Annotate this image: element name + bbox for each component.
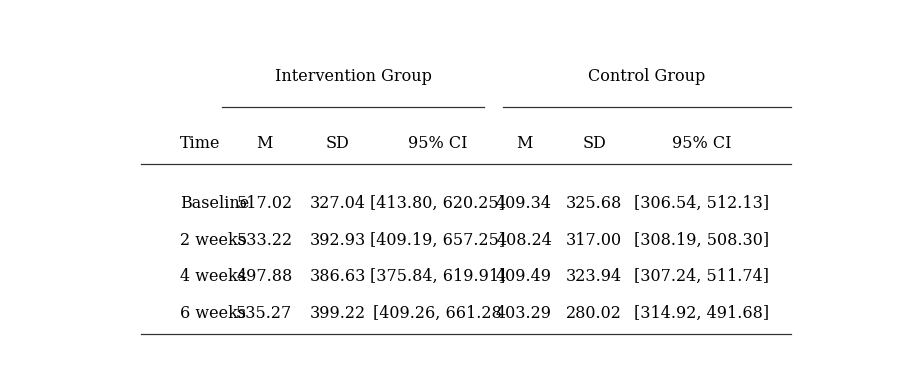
Text: 386.63: 386.63 [310, 268, 366, 285]
Text: SD: SD [583, 135, 606, 152]
Text: [314.92, 491.68]: [314.92, 491.68] [634, 305, 769, 322]
Text: SD: SD [326, 135, 350, 152]
Text: [306.54, 512.13]: [306.54, 512.13] [634, 195, 769, 212]
Text: 409.49: 409.49 [496, 268, 552, 285]
Text: 6 weeks: 6 weeks [180, 305, 246, 322]
Text: 517.02: 517.02 [236, 195, 293, 212]
Text: 497.88: 497.88 [236, 268, 293, 285]
Text: 95% CI: 95% CI [672, 135, 731, 152]
Text: 403.29: 403.29 [496, 305, 552, 322]
Text: [308.19, 508.30]: [308.19, 508.30] [634, 232, 769, 249]
Text: 535.27: 535.27 [236, 305, 293, 322]
Text: [375.84, 619.91]: [375.84, 619.91] [370, 268, 506, 285]
Text: 533.22: 533.22 [236, 232, 293, 249]
Text: 325.68: 325.68 [566, 195, 622, 212]
Text: [409.19, 657.25]: [409.19, 657.25] [370, 232, 506, 249]
Text: 399.22: 399.22 [310, 305, 366, 322]
Text: Intervention Group: Intervention Group [275, 68, 432, 85]
Text: [307.24, 511.74]: [307.24, 511.74] [634, 268, 769, 285]
Text: Control Group: Control Group [588, 68, 706, 85]
Text: Time: Time [180, 135, 220, 152]
Text: 327.04: 327.04 [310, 195, 366, 212]
Text: 409.34: 409.34 [496, 195, 552, 212]
Text: 95% CI: 95% CI [408, 135, 467, 152]
Text: 317.00: 317.00 [566, 232, 622, 249]
Text: 323.94: 323.94 [566, 268, 622, 285]
Text: 280.02: 280.02 [566, 305, 622, 322]
Text: M: M [516, 135, 532, 152]
Text: M: M [256, 135, 273, 152]
Text: 408.24: 408.24 [496, 232, 552, 249]
Text: Baseline: Baseline [180, 195, 249, 212]
Text: 392.93: 392.93 [310, 232, 366, 249]
Text: [409.26, 661.28: [409.26, 661.28 [373, 305, 502, 322]
Text: [413.80, 620.25]: [413.80, 620.25] [371, 195, 505, 212]
Text: 4 weeks: 4 weeks [180, 268, 246, 285]
Text: 2 weeks: 2 weeks [180, 232, 246, 249]
